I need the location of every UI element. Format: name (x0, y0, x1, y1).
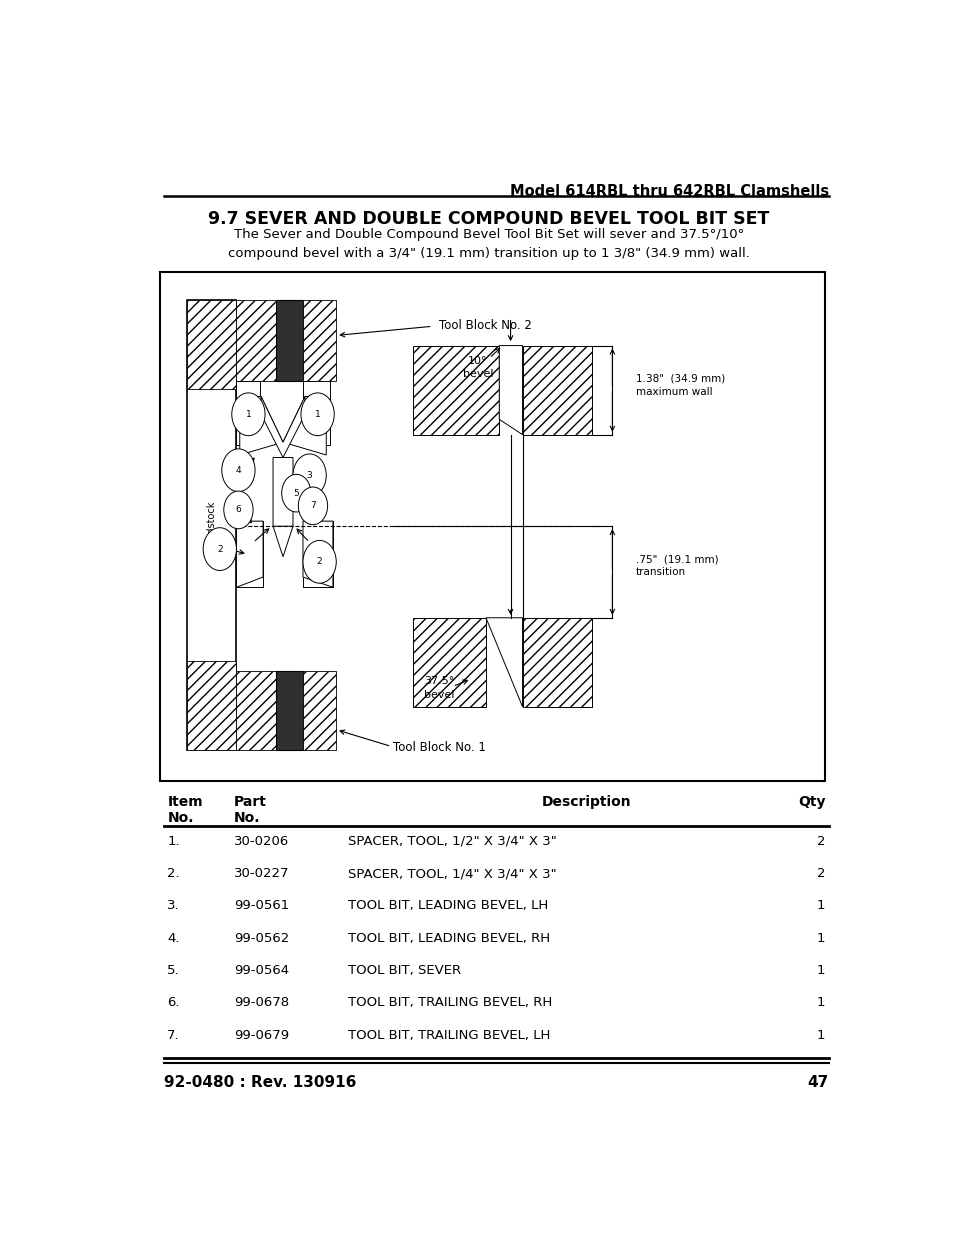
Circle shape (298, 487, 327, 525)
Text: 2: 2 (816, 835, 824, 847)
Text: 99-0561: 99-0561 (233, 899, 289, 913)
Bar (276, 671, 303, 750)
Text: TOOL BIT, TRAILING BEVEL, RH: TOOL BIT, TRAILING BEVEL, RH (348, 997, 552, 1009)
Text: 6: 6 (235, 505, 241, 515)
Text: 99-0679: 99-0679 (233, 1029, 289, 1042)
Text: 1: 1 (245, 410, 251, 419)
Polygon shape (303, 521, 333, 588)
Circle shape (303, 541, 335, 583)
Bar (236, 382, 259, 445)
Circle shape (281, 474, 311, 513)
Text: Part
No.: Part No. (233, 795, 267, 825)
Bar (236, 521, 263, 588)
Text: 7.: 7. (167, 1029, 180, 1042)
Text: .75"  (19.1 mm): .75" (19.1 mm) (635, 555, 718, 564)
Polygon shape (273, 457, 293, 536)
Text: 6.: 6. (167, 997, 179, 1009)
Text: 92-0480 : Rev. 130916: 92-0480 : Rev. 130916 (164, 1076, 355, 1091)
Bar (303, 521, 333, 588)
Text: compound bevel with a 3/4" (19.1 mm) transition up to 1 3/8" (34.9 mm) wall.: compound bevel with a 3/4" (19.1 mm) tra… (228, 247, 749, 261)
Polygon shape (261, 396, 305, 457)
Text: SPACER, TOOL, 1/4" X 3/4" X 3": SPACER, TOOL, 1/4" X 3/4" X 3" (348, 867, 557, 881)
Text: bevel: bevel (424, 690, 455, 700)
Text: The Sever and Double Compound Bevel Tool Bit Set will sever and 37.5°/10°: The Sever and Double Compound Bevel Tool… (233, 228, 743, 241)
Text: 1: 1 (816, 899, 824, 913)
Text: 4: 4 (235, 466, 241, 474)
Bar (303, 671, 335, 750)
Text: 5.: 5. (167, 965, 180, 977)
Bar (522, 618, 592, 706)
Text: SPACER, TOOL, 1/2" X 3/4" X 3": SPACER, TOOL, 1/2" X 3/4" X 3" (348, 835, 557, 847)
Circle shape (300, 393, 334, 436)
Text: TOOL BIT, SEVER: TOOL BIT, SEVER (348, 965, 461, 977)
Text: 7: 7 (310, 501, 315, 510)
Bar (187, 300, 236, 750)
Text: 37.5°: 37.5° (424, 677, 454, 687)
Circle shape (224, 492, 253, 529)
Bar (303, 300, 335, 382)
Text: 5: 5 (294, 489, 299, 498)
Text: Headstock: Headstock (206, 500, 216, 552)
Text: 99-0564: 99-0564 (233, 965, 289, 977)
Polygon shape (239, 396, 283, 454)
Text: 99-0562: 99-0562 (233, 931, 289, 945)
Bar (303, 382, 329, 445)
Text: 3: 3 (307, 471, 313, 480)
Text: Qty: Qty (797, 795, 824, 809)
Text: 1: 1 (816, 1029, 824, 1042)
Polygon shape (485, 618, 522, 706)
Text: 9.7 SEVER AND DOUBLE COMPOUND BEVEL TOOL BIT SET: 9.7 SEVER AND DOUBLE COMPOUND BEVEL TOOL… (208, 210, 769, 228)
Text: 10°: 10° (468, 356, 487, 366)
Polygon shape (273, 526, 293, 557)
Text: 99-0678: 99-0678 (233, 997, 289, 1009)
Circle shape (293, 454, 326, 496)
Text: Tool Block No. 2: Tool Block No. 2 (439, 319, 532, 332)
Text: 2.: 2. (167, 867, 180, 881)
Text: 1: 1 (816, 997, 824, 1009)
Text: 30-0206: 30-0206 (233, 835, 289, 847)
Text: bevel: bevel (462, 368, 493, 379)
Text: 2: 2 (816, 867, 824, 881)
Text: Item
No.: Item No. (167, 795, 203, 825)
Bar (187, 300, 236, 389)
Text: TOOL BIT, LEADING BEVEL, RH: TOOL BIT, LEADING BEVEL, RH (348, 931, 550, 945)
Polygon shape (283, 396, 326, 454)
Text: 1.: 1. (167, 835, 180, 847)
Text: 30-0227: 30-0227 (233, 867, 289, 881)
Text: TOOL BIT, LEADING BEVEL, LH: TOOL BIT, LEADING BEVEL, LH (348, 899, 548, 913)
Text: Tool Block No. 1: Tool Block No. 1 (393, 741, 485, 755)
Text: Model 614RBL thru 642RBL Clamshells: Model 614RBL thru 642RBL Clamshells (509, 184, 828, 199)
Bar (236, 671, 276, 750)
Text: 1.38"  (34.9 mm): 1.38" (34.9 mm) (635, 374, 724, 384)
Text: 2: 2 (316, 557, 322, 567)
Circle shape (203, 527, 236, 571)
Bar (276, 300, 303, 382)
Circle shape (221, 448, 254, 492)
Text: 4.: 4. (167, 931, 179, 945)
Text: TOOL BIT, TRAILING BEVEL, LH: TOOL BIT, TRAILING BEVEL, LH (348, 1029, 550, 1042)
Text: transition: transition (635, 567, 685, 577)
Text: 1: 1 (314, 410, 320, 419)
Bar (522, 346, 592, 435)
Circle shape (232, 393, 265, 436)
Bar (413, 618, 485, 706)
Polygon shape (236, 521, 263, 588)
Text: 47: 47 (807, 1076, 828, 1091)
Bar (413, 346, 498, 435)
Text: Description: Description (541, 795, 631, 809)
Text: 2: 2 (216, 545, 222, 553)
Bar (236, 300, 276, 382)
Polygon shape (498, 346, 522, 435)
Text: 3.: 3. (167, 899, 180, 913)
Text: maximum wall: maximum wall (635, 387, 712, 396)
Text: 1: 1 (816, 931, 824, 945)
Bar (160, 272, 824, 781)
Bar (187, 661, 236, 750)
Text: 1: 1 (816, 965, 824, 977)
